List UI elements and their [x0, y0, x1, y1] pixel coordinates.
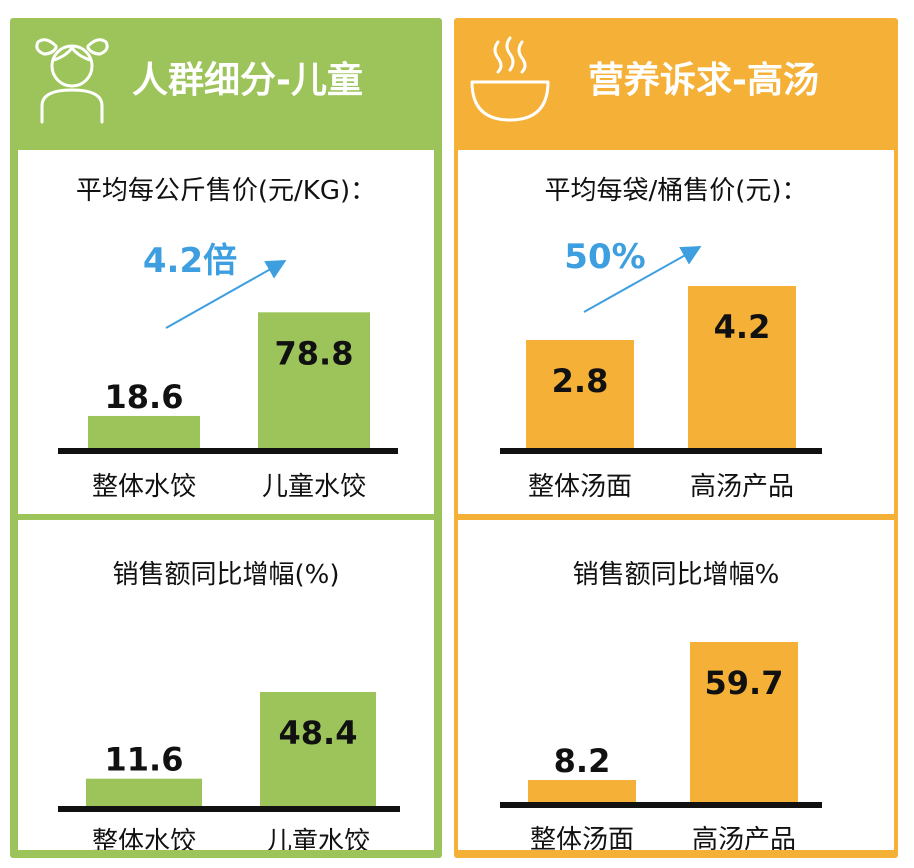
category-label: 高汤产品 [690, 472, 794, 502]
category-label: 整体汤面 [530, 825, 634, 850]
children-segment-panel: 人群细分-儿童 平均每公斤售价(元/KG)： 4.2倍 18.6 整体水饺 78.8… [10, 18, 442, 858]
growth-annotation: 4.2倍 [143, 241, 237, 281]
left-header-title: 人群细分-儿童 [132, 60, 363, 101]
right-header-title: 营养诉求-高汤 [588, 60, 819, 101]
bar-value-label: 48.4 [279, 714, 358, 752]
bar-value-label: 2.8 [552, 362, 609, 400]
growth-annotation: 50% [564, 237, 645, 277]
bar-2 [260, 692, 376, 806]
bar-value-label: 59.7 [705, 664, 784, 702]
left-bottom-chart-box: 销售额同比增幅(%) 11.6 整体水饺 48.4 儿童水饺 [18, 520, 434, 850]
category-label: 整体汤面 [528, 472, 632, 502]
bar-value-label: 18.6 [105, 378, 184, 416]
bar-value-label: 8.2 [554, 742, 611, 780]
category-label: 整体水饺 [92, 827, 196, 850]
category-label: 高汤产品 [692, 825, 796, 850]
left-top-chart: 4.2倍 18.6 整体水饺 78.8 儿童水饺 [58, 241, 398, 502]
left-bottom-chart: 11.6 整体水饺 48.4 儿童水饺 [58, 692, 400, 850]
bar-2 [258, 312, 370, 448]
bar-1 [86, 778, 202, 806]
right-top-chart-title: 平均每袋/桶售价(元)： [544, 176, 808, 206]
growth-arrow [583, 246, 702, 313]
bar-1 [528, 780, 636, 802]
girl-icon [35, 38, 109, 124]
category-label: 儿童水饺 [266, 827, 370, 850]
bar-1 [526, 340, 634, 448]
right-bottom-chart-title: 销售额同比增幅% [572, 560, 780, 590]
left-top-chart-box: 平均每公斤售价(元/KG)： 4.2倍 18.6 整体水饺 78.8 儿童水饺 [18, 150, 434, 514]
growth-arrow [165, 260, 287, 329]
bar-value-label: 78.8 [275, 334, 354, 372]
bar-value-label: 11.6 [105, 741, 184, 779]
category-label: 儿童水饺 [262, 472, 366, 502]
category-label: 整体水饺 [92, 472, 196, 502]
right-top-chart-box: 平均每袋/桶售价(元)： 50% 2.8 整体汤面 4.2 高汤产品 [458, 150, 894, 514]
left-bottom-chart-title: 销售额同比增幅(%) [112, 560, 340, 590]
right-top-chart: 50% 2.8 整体汤面 4.2 高汤产品 [500, 237, 822, 502]
broth-nutrition-panel: 营养诉求-高汤 平均每袋/桶售价(元)： 50% 2.8 整体汤面 4.2 高汤产品 … [454, 18, 898, 858]
left-top-chart-title: 平均每公斤售价(元/KG)： [75, 176, 377, 206]
bar-1 [88, 415, 200, 448]
right-bottom-chart: 8.2 整体汤面 59.7 高汤产品 [500, 642, 822, 850]
bar-value-label: 4.2 [714, 308, 771, 346]
bar-2 [688, 286, 796, 448]
right-bottom-chart-box: 销售额同比增幅% 8.2 整体汤面 59.7 高汤产品 [458, 520, 894, 850]
soup-bowl-icon [470, 36, 550, 122]
bar-2 [690, 642, 798, 802]
